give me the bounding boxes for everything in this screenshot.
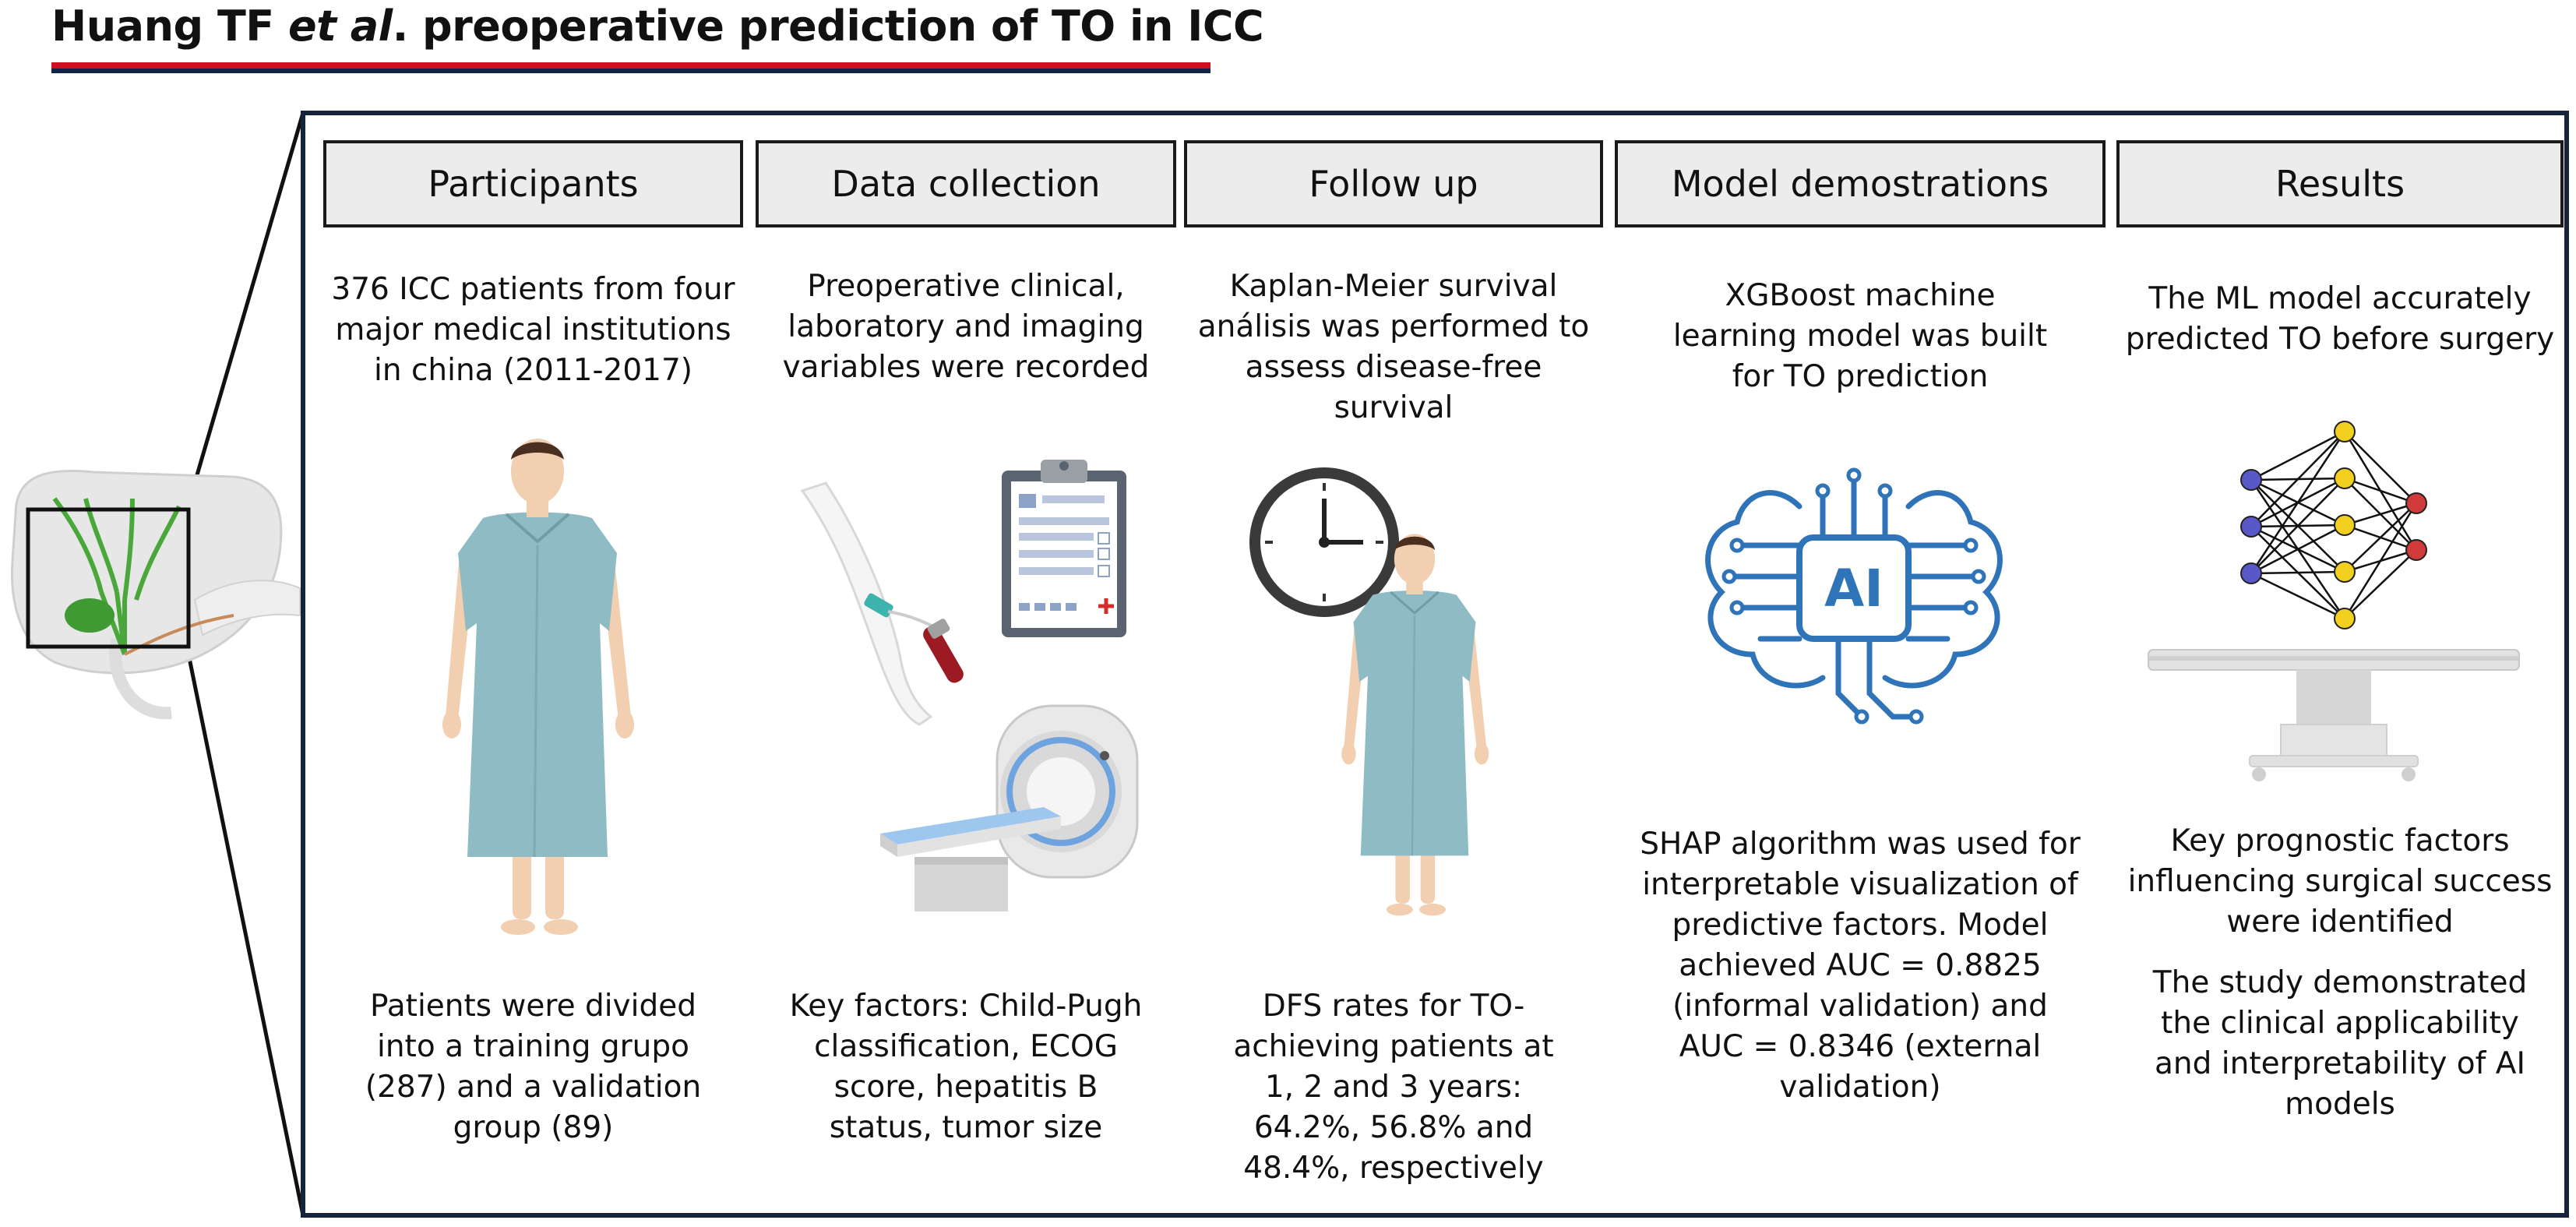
clipboard-icon: [1002, 460, 1126, 637]
title-underline-red: [51, 62, 1210, 69]
neural-network-icon: [2240, 421, 2427, 629]
iv-blood-sample-icon: [800, 481, 964, 726]
header-data-collection: Data collection: [756, 140, 1176, 227]
ai-chip-label: AI: [1824, 559, 1884, 619]
surgical-table-icon: [2148, 649, 2520, 781]
mri-scanner-icon: [880, 704, 1139, 911]
page-title: Huang TF et al. preoperative prediction …: [51, 2, 1264, 51]
results-bottom-text: Key prognostic factors influencing surgic…: [2127, 823, 2553, 1122]
follow-up-top-text: Kaplan-Meier survival análisis was perfor…: [1197, 269, 1590, 425]
model-bottom-text: SHAP algorithm was used for interpretable…: [1640, 827, 2081, 1105]
header-results: Results: [2116, 140, 2564, 227]
patient-follow-up-icon: [1341, 534, 1489, 916]
header-participants: Participants: [323, 140, 743, 227]
clock-icon: [1249, 467, 1399, 617]
ai-brain-icon: AI: [1705, 467, 2003, 725]
patient-figure-icon: [442, 439, 634, 935]
title-underline-navy: [51, 69, 1210, 73]
data-collection-bottom-text: Key factors: Child-Pugh classification, E…: [789, 989, 1143, 1145]
header-follow-up: Follow up: [1184, 140, 1603, 227]
data-collection-top-text: Preoperative clinical, laboratory and ima…: [782, 269, 1150, 385]
header-model-demonstrations: Model demostrations: [1615, 140, 2106, 227]
model-top-text: XGBoost machine learning model was built f…: [1672, 278, 2048, 394]
follow-up-bottom-text: DFS rates for TO-achieving patients at 1,…: [1233, 989, 1554, 1186]
results-top-text: The ML model accurately predicted TO befo…: [2125, 281, 2555, 357]
participants-bottom-text: Patients were divided into a training gru…: [365, 989, 702, 1145]
participants-top-text: 376 ICC patients from four major medical …: [331, 272, 735, 388]
